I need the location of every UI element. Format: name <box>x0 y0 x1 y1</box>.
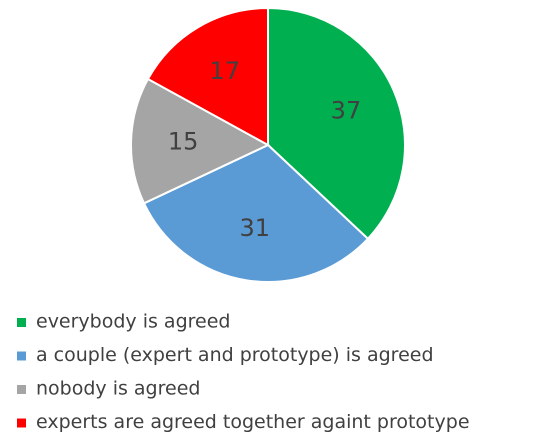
pie-slice <box>142 143 370 283</box>
data-label: 15 <box>168 127 199 155</box>
pie-slice <box>146 6 269 147</box>
data-label: 31 <box>239 214 270 242</box>
data-label: 17 <box>209 57 240 85</box>
legend-swatch <box>17 318 26 327</box>
legend-swatch <box>17 351 26 361</box>
legend-swatch <box>17 418 26 428</box>
legend-label: a couple (expert and prototype) is agree… <box>36 344 434 366</box>
legend-label: experts are agreed together againt proto… <box>36 411 470 433</box>
legend-label: everybody is agreed <box>36 311 230 333</box>
legend-label: nobody is agreed <box>36 378 200 400</box>
data-label: 37 <box>331 96 362 124</box>
pie-slice <box>130 77 271 205</box>
pie-slice <box>267 6 406 241</box>
legend-swatch <box>17 385 26 394</box>
